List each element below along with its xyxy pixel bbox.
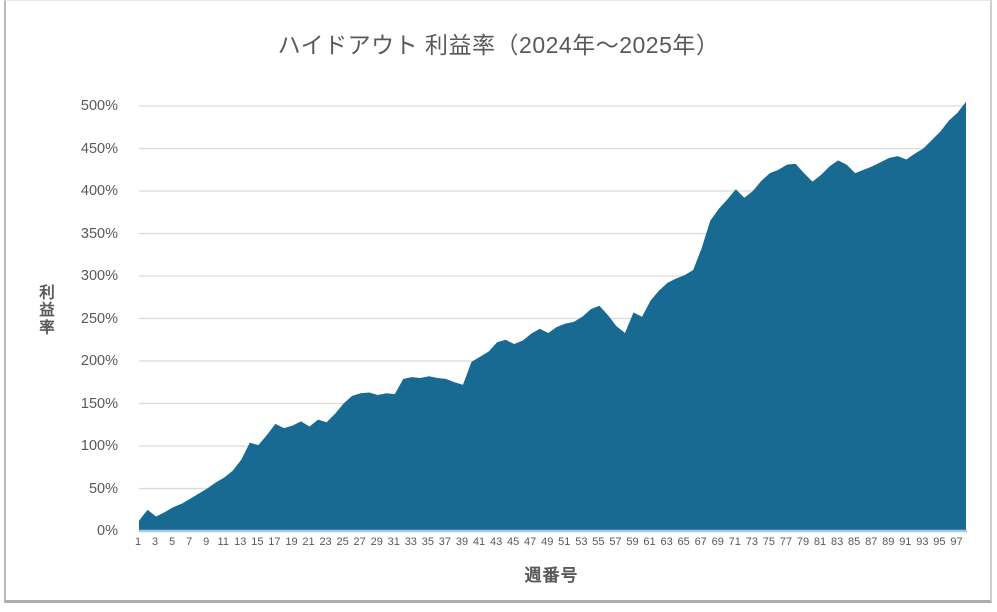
x-tick-label-53: 53 [575,536,588,548]
x-tick-label-81: 81 [813,536,827,548]
area-chart-plot [139,101,967,533]
x-tick-label-61: 61 [643,536,656,548]
y-tick-label-50: 50% [88,480,118,497]
x-tick-label-1: 1 [134,536,142,548]
x-tick-label-77: 77 [779,536,793,548]
x-tick-label-5: 5 [169,536,176,548]
x-tick-label-57: 57 [609,536,622,548]
x-tick-label-49: 49 [541,536,554,548]
x-tick-label-21: 21 [302,536,315,548]
x-tick-label-69: 69 [711,536,724,548]
x-tick-label-79: 79 [796,536,810,548]
x-tick-label-67: 67 [694,536,707,548]
x-tick-label-95: 95 [933,536,946,548]
x-tick-label-45: 45 [507,536,520,548]
y-tick-label-450: 450% [80,140,118,157]
x-tick-label-59: 59 [626,536,639,548]
x-tick-label-91: 91 [899,536,912,548]
x-tick-label-41: 41 [472,536,486,548]
x-tick-label-19: 19 [285,536,298,548]
x-tick-label-73: 73 [745,536,758,548]
chart-title: ハイドアウト 利益率（2024年～2025年） [277,32,720,58]
y-tick-label-150: 150% [80,395,118,412]
x-tick-label-27: 27 [353,536,366,548]
profit-rate-area-series [139,101,966,531]
x-tick-label-29: 29 [370,536,383,548]
x-tick-label-71: 71 [728,536,741,548]
x-tick-label-93: 93 [916,536,929,548]
x-tick-label-39: 39 [455,536,469,548]
x-tick-label-35: 35 [421,536,434,548]
x-tick-label-33: 33 [404,536,417,548]
x-tick-label-3: 3 [151,536,159,548]
y-tick-label-100: 100% [80,438,118,454]
x-tick-label-13: 13 [234,536,247,548]
x-tick-label-89: 89 [882,536,895,548]
y-tick-label-0: 0% [97,523,118,539]
x-tick-label-51: 51 [558,536,571,548]
y-tick-label-350: 350% [80,225,118,242]
y-tick-label-250: 250% [80,310,118,327]
y-tick-label-300: 300% [80,268,118,284]
y-tick-label-200: 200% [80,353,118,369]
x-axis-title: 週番号 [524,566,579,585]
y-axis-title: 利益率 [37,284,54,337]
x-tick-label-23: 23 [319,536,332,548]
x-tick-label-37: 37 [438,536,452,548]
x-tick-label-63: 63 [660,536,673,548]
x-tick-label-17: 17 [268,536,281,548]
x-tick-label-87: 87 [865,536,878,548]
x-tick-label-11: 11 [217,536,229,548]
y-tick-label-500: 500% [80,98,118,114]
x-tick-label-85: 85 [848,536,861,548]
x-tick-label-75: 75 [762,536,776,548]
x-tick-label-43: 43 [489,536,503,548]
x-tick-label-31: 31 [387,536,400,548]
y-tick-label-400: 400% [80,183,118,199]
x-tick-label-9: 9 [203,536,210,548]
x-tick-label-55: 55 [592,536,605,548]
x-tick-label-47: 47 [524,536,537,548]
x-tick-label-97: 97 [950,536,963,548]
x-tick-label-7: 7 [186,536,193,548]
x-tick-label-83: 83 [830,536,844,548]
x-tick-label-65: 65 [677,536,690,548]
x-tick-label-25: 25 [336,536,349,548]
x-tick-label-15: 15 [251,536,264,548]
